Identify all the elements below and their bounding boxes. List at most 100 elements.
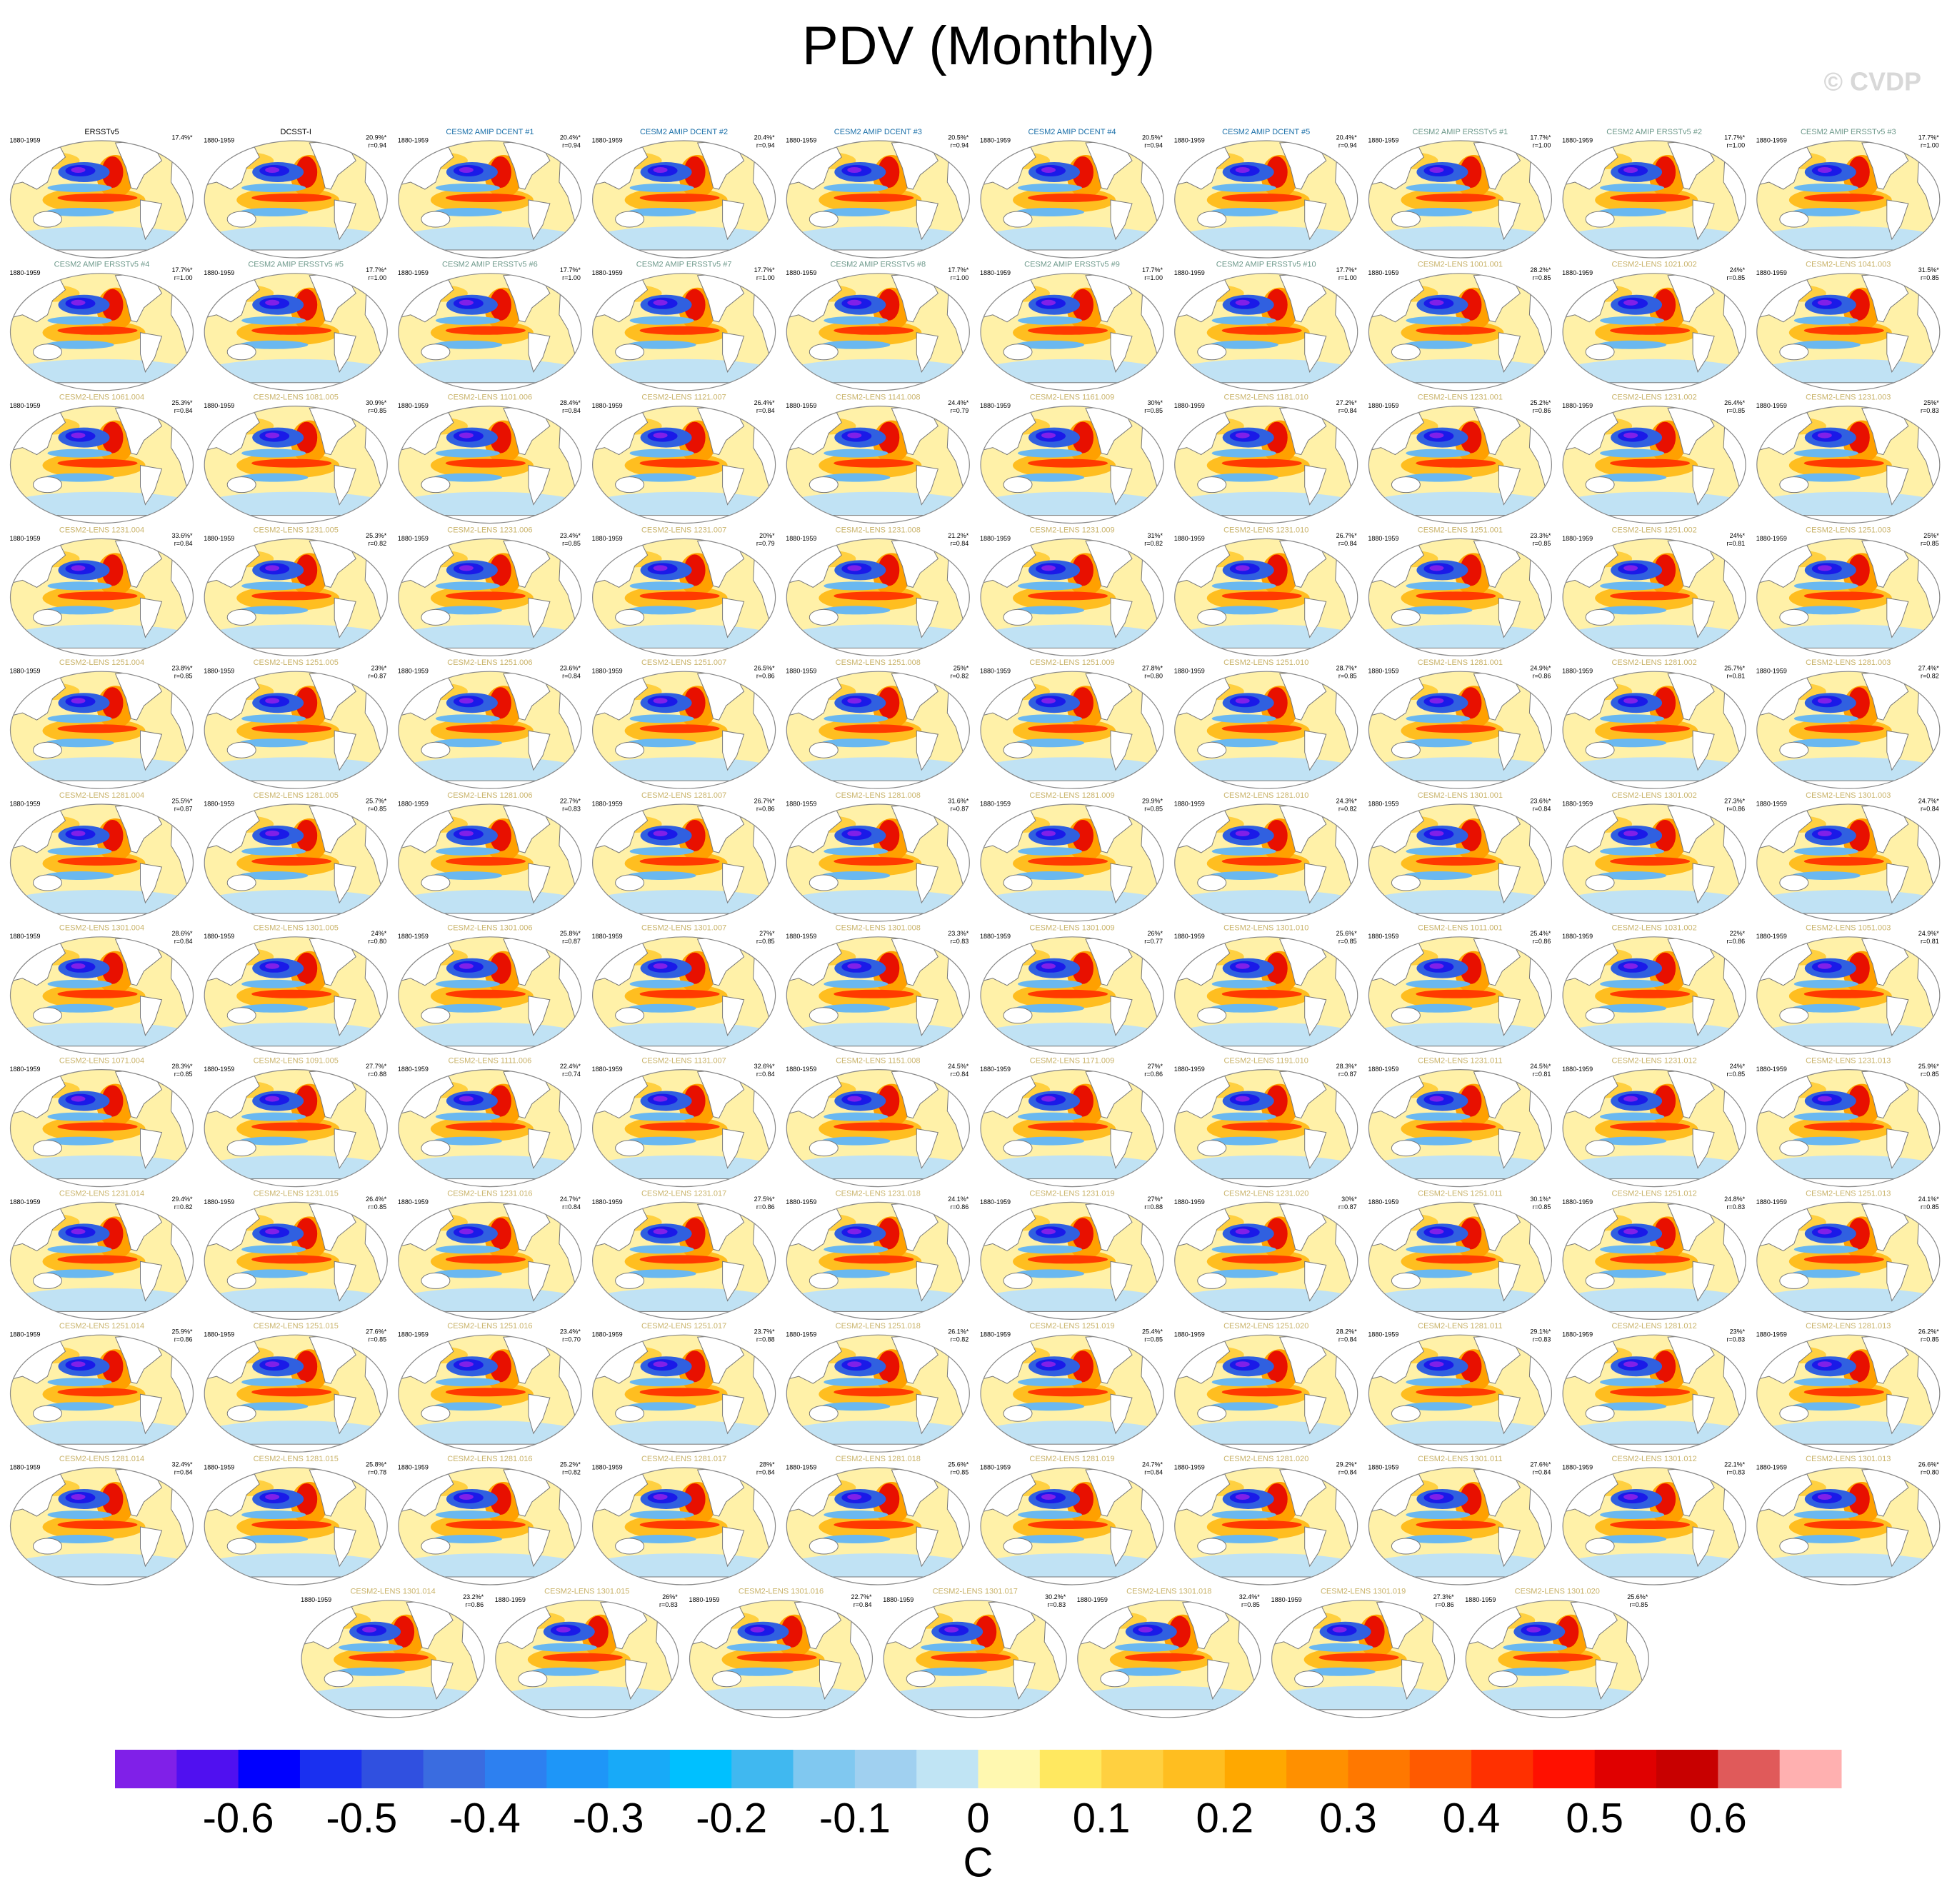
panel-title: CESM2 AMIP ERSSTv5 #1 bbox=[1413, 128, 1508, 136]
map bbox=[9, 796, 196, 928]
pattern-corr: r=0.81 bbox=[1921, 938, 1939, 945]
panel: 1880-1959 CESM2-LENS 1301.003 24.7%*r=0.84 bbox=[1755, 791, 1942, 928]
pattern-stat: 26.5%* bbox=[754, 665, 776, 672]
period-label: 1880-1959 bbox=[1756, 1066, 1787, 1073]
panel: 1880-1959 CESM2 AMIP DCENT #2 20.4%*r=0.94 bbox=[591, 128, 778, 264]
panel-title: CESM2-LENS 1281.012 bbox=[1611, 1322, 1696, 1331]
map bbox=[978, 1326, 1166, 1458]
pattern-corr: r=0.84 bbox=[1533, 1468, 1551, 1475]
map bbox=[1173, 1459, 1360, 1591]
period-label: 1880-1959 bbox=[204, 269, 234, 276]
pattern-stat: 24%* bbox=[1730, 532, 1746, 539]
map bbox=[1755, 1459, 1942, 1591]
panel-title: CESM2-LENS 1041.003 bbox=[1806, 261, 1891, 269]
pattern-stat: 26%* bbox=[662, 1593, 678, 1600]
pattern-corr: r=1.00 bbox=[1533, 141, 1551, 149]
period-label: 1880-1959 bbox=[10, 800, 41, 807]
pattern-stat: 30.9%* bbox=[366, 399, 387, 406]
pattern-corr: r=0.85 bbox=[174, 673, 193, 680]
period-label: 1880-1959 bbox=[592, 1198, 623, 1206]
pattern-corr: r=1.00 bbox=[1338, 274, 1357, 281]
map bbox=[591, 265, 778, 397]
pattern-stat: 33.6%* bbox=[171, 532, 193, 539]
pattern-corr: r=0.84 bbox=[562, 673, 581, 680]
pattern-stat: 27.6%* bbox=[366, 1328, 387, 1336]
pattern-stat: 25.8%* bbox=[560, 930, 581, 937]
panel: 1880-1959 CESM2-LENS 1171.009 27%*r=0.86 bbox=[978, 1057, 1166, 1193]
period-label: 1880-1959 bbox=[1368, 1331, 1398, 1338]
panel-title: CESM2-LENS 1151.008 bbox=[836, 1057, 920, 1066]
period-label: 1880-1959 bbox=[1174, 1066, 1205, 1073]
map bbox=[978, 1459, 1166, 1591]
panel: 1880-1959 CESM2-LENS 1301.020 25.6%*r=0.85 bbox=[1463, 1588, 1651, 1724]
pattern-stat: 24.9%* bbox=[1918, 930, 1940, 937]
pattern-stat: 28.2%* bbox=[1530, 266, 1551, 274]
pattern-stat: 29.4%* bbox=[171, 1196, 193, 1203]
panel: 1880-1959 CESM2-LENS 1281.006 22.7%*r=0.83 bbox=[396, 791, 584, 928]
pattern-stat: 20.9%* bbox=[366, 134, 387, 141]
pattern-stat: 17.7%* bbox=[171, 266, 193, 274]
pattern-corr: r=0.86 bbox=[1436, 1601, 1454, 1608]
pattern-corr: r=0.81 bbox=[1726, 673, 1745, 680]
colorbar-swatch bbox=[608, 1750, 671, 1788]
panel-title: CESM2-LENS 1281.017 bbox=[641, 1455, 726, 1463]
panel-title: CESM2-LENS 1281.004 bbox=[59, 791, 144, 800]
panel-title: CESM2-LENS 1231.008 bbox=[836, 526, 921, 534]
panel: 1880-1959 CESM2-LENS 1281.005 25.7%*r=0.85 bbox=[202, 791, 389, 928]
map bbox=[1173, 132, 1360, 264]
pattern-stat: 23.4%* bbox=[560, 532, 581, 539]
panel: 1880-1959 CESM2-LENS 1301.016 22.7%*r=0.84 bbox=[688, 1588, 875, 1724]
period-label: 1880-1959 bbox=[1562, 136, 1593, 144]
panel-title: CESM2-LENS 1301.011 bbox=[1418, 1455, 1502, 1463]
map bbox=[591, 1459, 778, 1591]
panel-title: CESM2-LENS 1061.004 bbox=[59, 394, 144, 402]
period-label: 1880-1959 bbox=[10, 402, 41, 409]
panel: 1880-1959 CESM2-LENS 1251.007 26.5%*r=0.86 bbox=[591, 658, 778, 795]
panel: 1880-1959 CESM2-LENS 1251.012 24.8%*r=0.83 bbox=[1561, 1189, 1748, 1326]
panel: 1880-1959 CESM2-LENS 1231.016 24.7%*r=0.84 bbox=[396, 1189, 584, 1326]
pattern-stat: 26.2%* bbox=[1918, 1328, 1940, 1336]
pattern-corr: r=0.85 bbox=[1921, 274, 1939, 281]
panel-title: CESM2-LENS 1251.016 bbox=[447, 1322, 532, 1331]
pattern-corr: r=0.87 bbox=[951, 805, 969, 812]
pattern-corr: r=0.86 bbox=[1144, 1071, 1163, 1078]
period-label: 1880-1959 bbox=[301, 1596, 331, 1603]
map bbox=[1173, 796, 1360, 928]
pattern-stat: 25.5%* bbox=[171, 797, 193, 804]
pattern-stat: 27.8%* bbox=[1142, 665, 1163, 672]
pattern-stat: 29.1%* bbox=[1530, 1328, 1551, 1336]
pattern-stat: 25%* bbox=[1923, 532, 1939, 539]
map bbox=[1561, 265, 1748, 397]
pattern-stat: 25.4%* bbox=[1530, 930, 1551, 937]
panel: 1880-1959 CESM2 AMIP ERSSTv5 #2 17.7%*r=1.… bbox=[1561, 128, 1748, 264]
map bbox=[1366, 928, 1553, 1061]
pattern-corr: r=0.85 bbox=[1144, 805, 1163, 812]
panel: 1880-1959 CESM2-LENS 1281.011 29.1%*r=0.83 bbox=[1366, 1322, 1553, 1458]
pattern-corr: r=0.85 bbox=[1921, 1203, 1939, 1211]
panel-title: CESM2-LENS 1131.007 bbox=[641, 1057, 726, 1066]
pattern-stat: 31.6%* bbox=[948, 797, 969, 804]
map bbox=[1173, 663, 1360, 795]
colorbar-tick-label: -0.2 bbox=[696, 1795, 767, 1841]
panel: 1880-1959 CESM2-LENS 1251.018 26.1%*r=0.82 bbox=[784, 1322, 971, 1458]
map bbox=[784, 530, 971, 662]
pattern-corr: r=0.83 bbox=[1533, 1336, 1551, 1343]
pattern-corr: r=0.87 bbox=[562, 938, 581, 945]
period-label: 1880-1959 bbox=[786, 1331, 816, 1338]
period-label: 1880-1959 bbox=[1562, 668, 1593, 675]
period-label: 1880-1959 bbox=[1562, 269, 1593, 276]
panel: 1880-1959 CESM2-LENS 1301.017 30.2%*r=0.83 bbox=[881, 1588, 1068, 1724]
map bbox=[1366, 398, 1553, 530]
map bbox=[9, 530, 196, 662]
map bbox=[9, 265, 196, 397]
pattern-corr: r=0.83 bbox=[1726, 1468, 1745, 1475]
panel-title: CESM2-LENS 1231.009 bbox=[1029, 526, 1114, 534]
period-label: 1880-1959 bbox=[1368, 535, 1398, 542]
pattern-corr: r=0.85 bbox=[1144, 1336, 1163, 1343]
panel-title: CESM2 AMIP DCENT #2 bbox=[640, 128, 728, 136]
panel: 1880-1959 CESM2-LENS 1281.018 25.6%*r=0.85 bbox=[784, 1455, 971, 1591]
map bbox=[9, 132, 196, 264]
pattern-corr: r=0.86 bbox=[1726, 938, 1745, 945]
pattern-stat: 26.7%* bbox=[754, 797, 776, 804]
panel: 1880-1959 CESM2 AMIP ERSSTv5 #1 17.7%*r=1.… bbox=[1366, 128, 1553, 264]
